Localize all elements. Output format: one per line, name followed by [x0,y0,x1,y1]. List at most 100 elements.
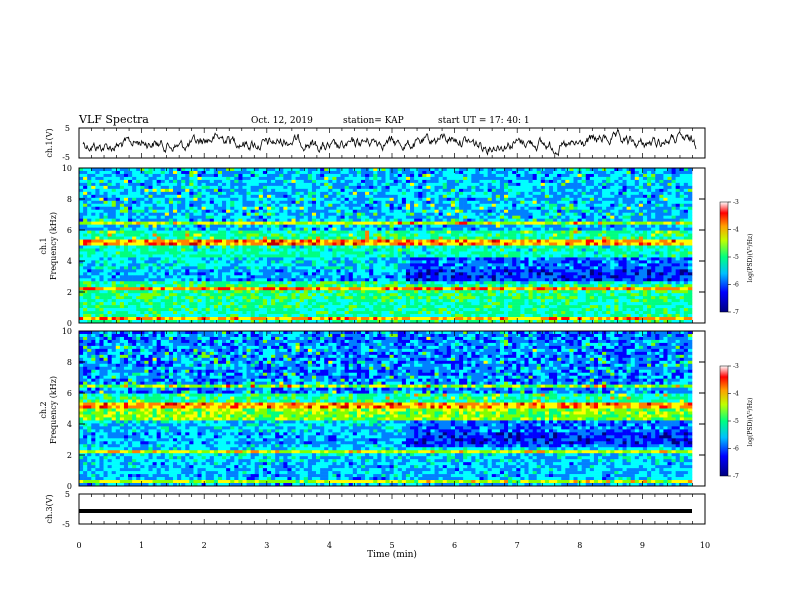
spectrogram-cell [356,212,362,216]
spectrogram-cell [385,251,390,255]
spectrogram-cell [336,254,341,258]
spectrogram-cell [418,182,423,187]
spectrogram-cell [401,209,407,214]
spectrogram-cell [471,218,476,222]
spectrogram-cell [397,176,403,181]
spectrogram-cell [360,168,366,172]
spectrogram-cell [463,230,468,234]
spectrogram-cell [520,254,525,258]
spectrogram-cell [434,185,439,190]
spectrogram-cell [91,248,96,252]
spectrogram-cell [168,170,174,175]
spectrogram-cell [152,185,157,190]
spectrogram-cell [499,170,505,175]
spectrogram-cell [553,260,558,264]
spectrogram-cell [287,212,292,216]
spectrogram-cell [168,251,174,255]
spectrogram-cell [193,206,198,211]
spectrogram-cell [544,245,550,249]
spectrogram-cell [463,224,468,228]
spectrogram-cell [683,179,689,184]
spectrogram-cell [442,179,448,184]
spectrogram-cell [434,257,439,261]
spectrogram-cell [675,245,681,249]
spectrogram-cell [172,263,178,267]
spectrogram-cell [553,203,558,208]
spectrogram-cell [320,209,325,214]
spectrogram-cell [115,209,121,214]
spectrogram-cell [205,206,211,211]
spectrogram-cell [573,215,578,219]
spectrogram-cell [320,212,325,216]
spectrogram-cell [565,203,570,208]
spectrogram-cell [213,188,219,193]
spectrogram-cell [687,230,693,234]
spectrogram-cell [683,236,689,240]
spectrogram-cell [683,251,689,255]
spectrogram-cell [606,251,611,255]
spectrogram-cell [152,260,157,264]
spectrogram-cell [332,179,337,184]
spectrogram-cell [99,197,104,202]
spectrogram-cell [168,224,174,228]
spectrogram-cell [630,179,636,184]
spectrogram-cell [373,248,378,252]
spectrogram-cell [365,233,370,237]
spectrogram-cell [356,260,362,264]
spectrogram-cell [422,224,427,228]
spectrogram-cell [234,203,239,208]
spectrogram-cell [266,227,272,231]
spectrogram-cell [266,185,272,190]
spectrogram-cell [197,197,202,202]
spectrogram-cell [246,209,251,214]
spectrogram-cell [369,168,374,172]
spectrogram-cell [544,209,550,214]
spectrogram-cell [140,182,145,187]
spectrogram-cell [238,188,243,193]
spectrogram-cell [258,227,264,231]
spectrogram-cell [242,212,247,216]
spectrogram-cell [356,209,362,214]
spectrogram-cell [405,170,411,175]
spectrogram-cell [320,251,325,255]
spectrogram-cell [181,227,186,231]
spectrogram-cell [324,206,329,211]
spectrogram-cell [516,209,521,214]
spectrogram-cell [123,245,129,249]
spectrogram-cell [536,176,542,181]
spectrogram-cell [565,200,570,205]
spectrogram-cell [95,188,100,193]
spectrogram-cell [91,233,96,237]
spectrogram-cell [553,179,558,184]
spectrogram-cell [418,188,423,193]
spectrogram-cell [91,179,96,184]
spectrogram-cell [185,227,190,231]
spectrogram-cell [136,245,141,249]
spectrogram-cell [634,182,640,187]
spectrogram-cell [622,254,627,258]
spectrogram-cell [454,194,460,199]
spectrogram-cell [454,215,460,219]
spectrogram-cell [414,191,419,196]
spectrogram-cell [242,263,247,267]
spectrogram-cell [426,218,431,222]
spectrogram-cell [471,215,476,219]
spectrogram-cell [418,260,423,264]
spectrogram-cell [385,236,390,240]
spectrogram-cell [172,203,178,208]
spectrogram-cell [275,236,280,240]
spectrogram-cell [565,236,570,240]
spectrogram-cell [610,170,615,175]
spectrogram-cell [524,173,529,178]
spectrogram-cell [655,206,660,211]
spectrogram-cell [111,209,117,214]
spectrogram-cell [99,206,104,211]
spectrogram-cell [119,242,125,246]
spectrogram-cell [634,218,640,222]
spectrogram-cell [238,236,243,240]
spectrogram-cell [295,242,300,246]
spectrogram-cell [418,257,423,261]
spectrogram-cell [320,173,325,178]
spectrogram-cell [181,179,186,184]
spectrogram-cell [647,191,652,196]
